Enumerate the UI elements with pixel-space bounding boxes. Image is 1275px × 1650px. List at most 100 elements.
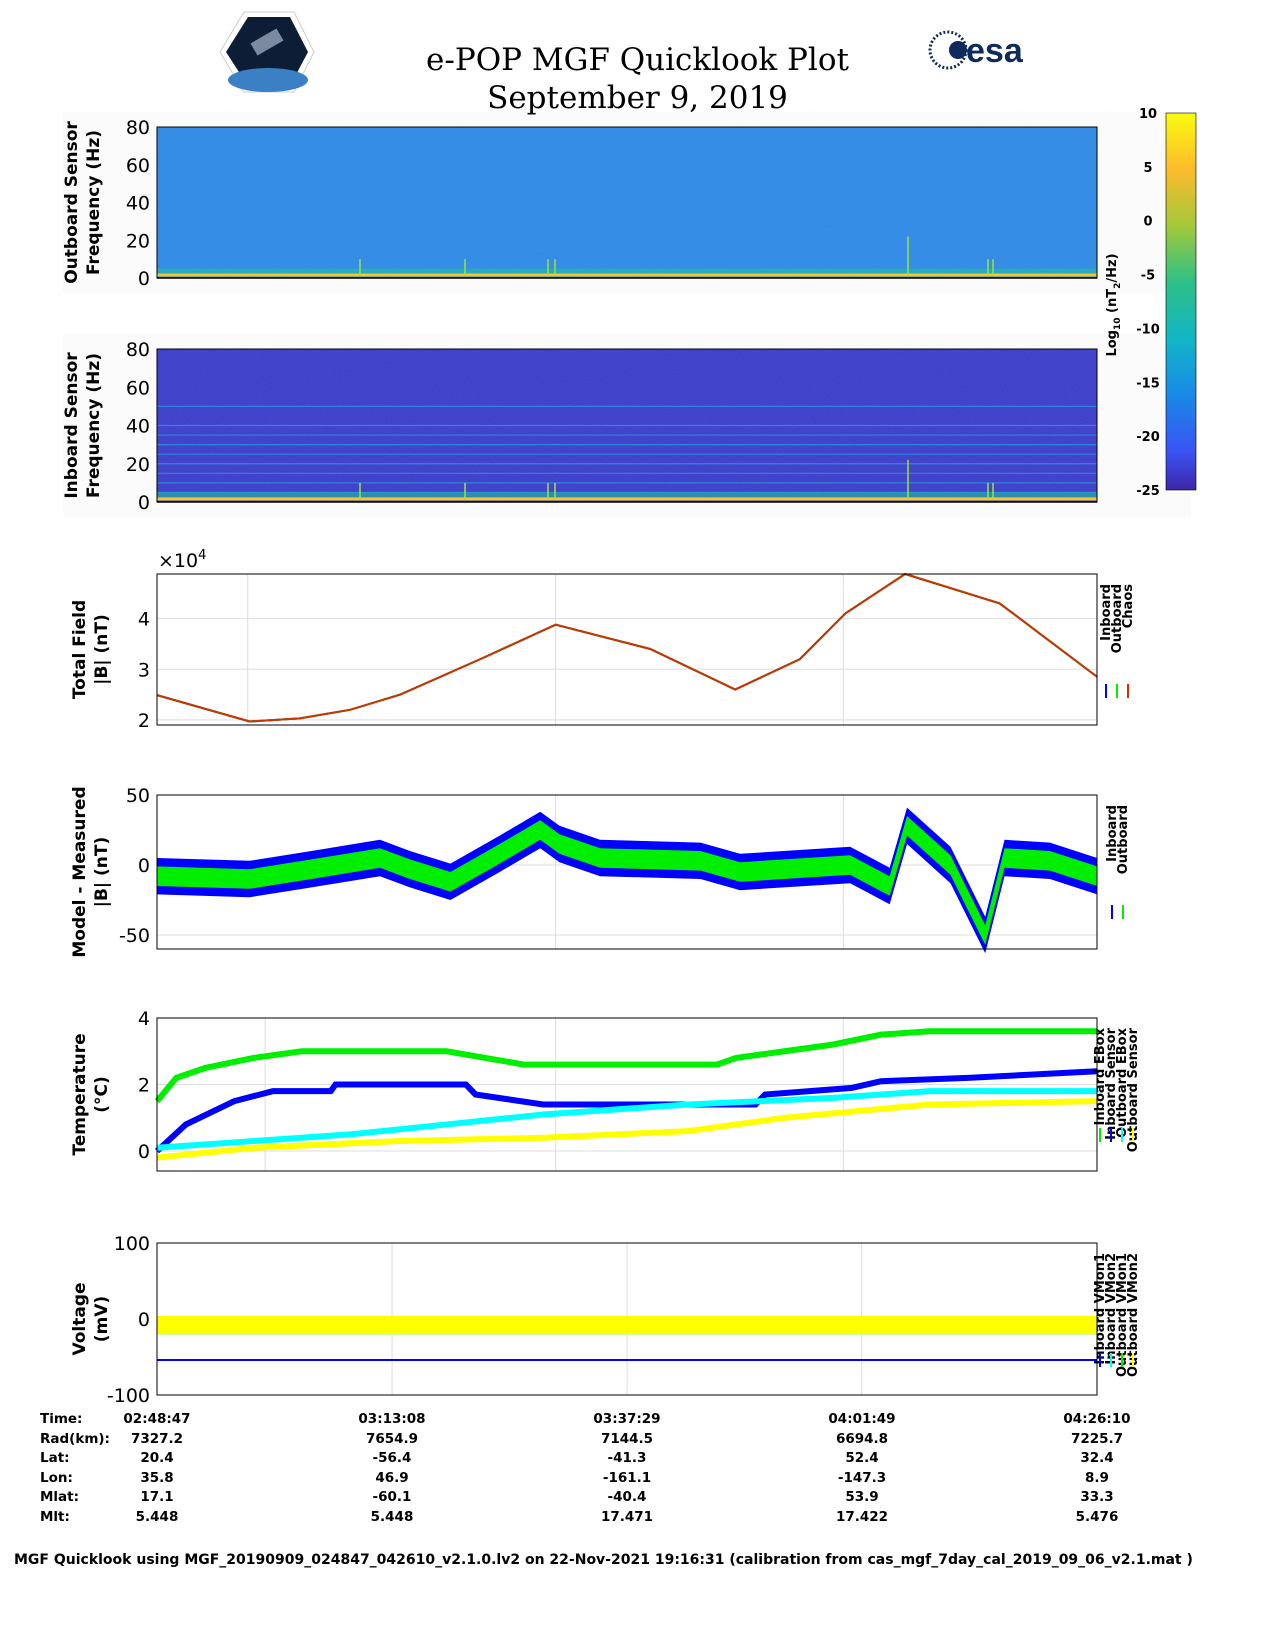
ephemeris-value: 5.448: [135, 1509, 179, 1525]
y-axis-label: Temperature: [70, 1033, 90, 1155]
plot-title: e-POP MGF Quicklook Plot: [426, 42, 849, 78]
y-tick-label: 4: [138, 609, 150, 631]
ephemeris-value: 5.476: [1075, 1509, 1119, 1525]
axes-frame: [156, 1017, 1098, 1172]
colorbar-tick-label: -15: [1136, 376, 1160, 391]
ephemeris-value: 7654.9: [365, 1431, 419, 1447]
y-tick-label: 60: [126, 155, 150, 177]
ephemeris-value: 04:26:10: [1063, 1411, 1131, 1427]
y-tick-label: 4: [138, 1008, 150, 1030]
ephemeris-value: 35.8: [140, 1470, 174, 1486]
y-tick-label: 3: [138, 659, 150, 681]
legend-label: Inboard Sensor: [1104, 1027, 1119, 1139]
inboard-spectrogram-panel: 0 20 40 60 80 Inboard Sensor Frequency (Hz): [62, 339, 1098, 514]
cassiope-logo: [219, 11, 315, 93]
legend-label: Inboard VMon2: [1104, 1253, 1119, 1365]
axes-frame: [156, 348, 1098, 503]
y-tick-label: 80: [126, 339, 150, 361]
ephemeris-value: 17.1: [140, 1489, 174, 1505]
ephemeris-label: Lat:: [40, 1450, 70, 1466]
legend-label: Chaos: [1121, 584, 1136, 628]
legend-label: Outboard: [1116, 805, 1131, 874]
ephemeris-value: 17.471: [600, 1509, 654, 1525]
series-band-inboard: [157, 807, 1098, 954]
colorbar-panel: 10 5 0 -5 -10 -15 -20 -25 Log10 (nT2/Hz): [1105, 107, 1197, 499]
ephemeris-value: -161.1: [602, 1470, 652, 1486]
ephemeris-value: 7327.2: [130, 1431, 184, 1447]
series-band-outboard-vmon2: [157, 1315, 1098, 1335]
legend-label: Outboard VMon1: [1115, 1253, 1130, 1377]
colorbar-tick-label: -25: [1136, 484, 1160, 499]
y-tick-label: 0: [138, 855, 150, 877]
y-tick-label: 0: [138, 1309, 150, 1331]
plot-area: [157, 574, 1097, 725]
legend-label: Outboard Sensor: [1126, 1027, 1141, 1152]
y-tick-label: 0: [138, 492, 150, 514]
y-axis-label: |B| (nT): [92, 837, 112, 908]
ephemeris-label: Lon:: [40, 1470, 73, 1486]
y-axis-label: Voltage: [70, 1282, 90, 1355]
ephemeris-value: -60.1: [372, 1489, 412, 1505]
colorbar: [1165, 112, 1197, 491]
ephemeris-value: -147.3: [837, 1470, 887, 1486]
y-tick-label: 60: [126, 377, 150, 399]
ephemeris-value: 04:01:49: [828, 1411, 896, 1427]
colorbar-tick-label: 10: [1139, 107, 1157, 122]
ephemeris-value: 7225.7: [1070, 1431, 1124, 1447]
low-frequency-band: [157, 273, 1097, 277]
y-tick-label: -50: [119, 925, 150, 947]
colorbar-tick-label: 5: [1143, 161, 1152, 176]
ephemeris-value: 6694.8: [835, 1431, 889, 1447]
legend-label: Outboard: [1110, 584, 1125, 653]
y-axis-label: Total Field: [70, 600, 90, 699]
series-line-inboard-sensor: [154, 1068, 1098, 1154]
y-tick-label: -100: [107, 1385, 150, 1407]
ephemeris-value: 17.422: [835, 1509, 889, 1525]
y-axis-label: Frequency (Hz): [84, 353, 104, 498]
ephemeris-value: 46.9: [375, 1470, 409, 1486]
y-axis-label: |B| (nT): [92, 614, 112, 685]
series-line-outboard-sensor: [156, 1098, 1098, 1161]
y-tick-label: 2: [138, 1075, 150, 1097]
ephemeris-value: 02:48:47: [123, 1411, 191, 1427]
svg-text:esa: esa: [966, 32, 1024, 70]
legend-label: Inboard: [1099, 584, 1114, 641]
colorbar-tick-label: -5: [1141, 269, 1155, 284]
legend-label: Inboard: [1105, 805, 1120, 862]
y-axis-label: Model - Measured: [70, 786, 90, 957]
ephemeris-value: 03:37:29: [593, 1411, 661, 1427]
series-line-outboard-ebox: [156, 1088, 1098, 1151]
footer-caption: MGF Quicklook using MGF_20190909_024847_…: [14, 1552, 1193, 1568]
series-line-inboard-ebox: [154, 1028, 1098, 1104]
ephemeris-value: 5.448: [370, 1509, 414, 1525]
colorbar-tick-label: 0: [1143, 215, 1152, 230]
ephemeris-label: Mlt:: [40, 1509, 70, 1525]
ephemeris-value: -40.4: [607, 1489, 647, 1505]
y-tick-label: 20: [126, 230, 150, 252]
esa-logo: esa: [928, 30, 1024, 70]
ephemeris-label: Rad(km):: [40, 1431, 110, 1447]
axes-frame: [156, 794, 1098, 950]
ephemeris-value: 03:13:08: [358, 1411, 426, 1427]
y-tick-label: 0: [138, 268, 150, 290]
ephemeris-value: 8.9: [1085, 1470, 1109, 1486]
colorbar-label: Log10 (nT2/Hz): [1105, 253, 1123, 356]
ephemeris-value: 32.4: [1080, 1450, 1114, 1466]
ephemeris-value: 7144.5: [600, 1431, 654, 1447]
y-tick-label: 40: [126, 416, 150, 438]
y-tick-label: 80: [126, 117, 150, 139]
ephemeris-label: Mlat:: [40, 1489, 80, 1505]
outboard-spectrogram-panel: 0 20 40 60 80 Outboard Sensor Frequency (Hz): [62, 117, 1098, 290]
legend-label: Outboard VMon2: [1126, 1253, 1141, 1377]
axes-frame: [156, 573, 1098, 726]
ephemeris-label: Time:: [40, 1411, 83, 1427]
y-axis-label: (mV): [92, 1296, 112, 1342]
ephemeris-value: -41.3: [607, 1450, 647, 1466]
y-axis-label: Outboard Sensor: [62, 121, 82, 284]
plot-date: September 9, 2019: [487, 80, 788, 116]
series-line-chaos: [156, 572, 1098, 723]
low-frequency-band: [157, 497, 1097, 501]
